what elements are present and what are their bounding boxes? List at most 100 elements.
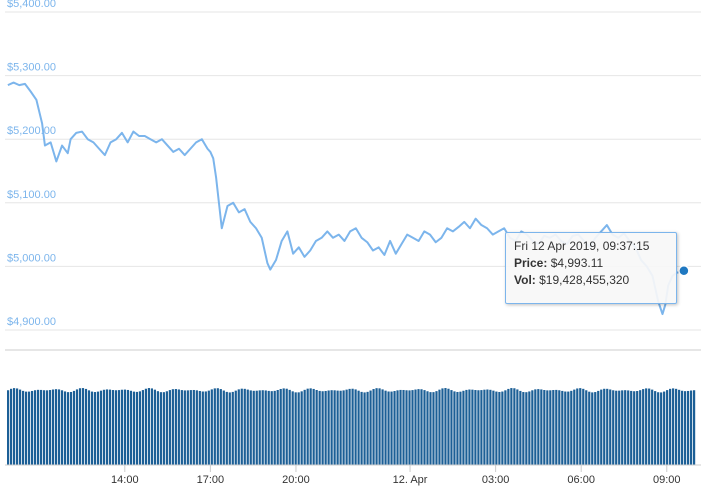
volume-bar <box>474 390 477 465</box>
volume-bar <box>237 389 240 465</box>
volume-bar <box>348 388 351 465</box>
volume-bar <box>492 390 495 465</box>
volume-bar <box>567 391 570 465</box>
volume-bar <box>240 388 243 465</box>
volume-bar <box>537 389 540 465</box>
volume-bar <box>141 390 144 465</box>
volume-bar <box>684 391 687 465</box>
volume-bar <box>531 390 534 465</box>
volume-bar <box>267 390 270 465</box>
volume-bar <box>84 388 88 465</box>
volume-bar <box>7 390 10 465</box>
volume-bar <box>45 390 49 465</box>
volume-bar <box>573 389 576 465</box>
volume-bar <box>87 390 91 465</box>
volume-bar <box>165 391 168 465</box>
volume-bar <box>168 390 171 465</box>
volume-bar <box>186 390 189 465</box>
volume-bar <box>228 392 231 465</box>
volume-bar <box>171 389 174 465</box>
volume-bar <box>471 389 474 465</box>
volume-bar <box>357 390 360 465</box>
volume-bar <box>600 389 603 465</box>
volume-bar <box>480 390 483 465</box>
volume-bar <box>630 390 633 465</box>
volume-bar <box>426 391 429 465</box>
volume-bar <box>177 389 180 465</box>
volume-bar <box>558 390 561 465</box>
volume-bar <box>27 391 31 465</box>
volume-bar <box>675 388 678 465</box>
y-tick-label: $5,300.00 <box>7 62 56 74</box>
volume-bar <box>51 389 55 465</box>
volume-bar <box>441 388 444 465</box>
volume-bar <box>18 389 22 465</box>
volume-bar <box>33 390 37 465</box>
volume-bar <box>582 388 585 465</box>
volume-bar <box>657 392 660 465</box>
volume-bar <box>279 388 282 465</box>
volume-bar <box>561 390 564 465</box>
volume-bar <box>366 391 369 465</box>
volume-bar <box>435 391 438 465</box>
volume-bar <box>660 392 663 465</box>
volume-bar <box>576 388 579 465</box>
volume-bar <box>117 390 121 465</box>
volume-bar <box>243 388 246 465</box>
volume-bar <box>42 390 46 465</box>
volume-bar <box>99 390 103 465</box>
volume-bar <box>642 389 645 465</box>
volume-bar <box>690 390 693 465</box>
volume-bar <box>78 388 82 465</box>
time-axis: 14:00 17:00 20:00 12. Apr 03:00 06:00 09:00 <box>5 464 701 486</box>
volume-bar <box>318 390 321 465</box>
x-tick-label: 03:00 <box>482 474 510 486</box>
volume-bar <box>195 390 198 465</box>
volume-bar <box>621 390 624 465</box>
volume-bar <box>486 389 489 465</box>
volume-bar <box>327 390 330 465</box>
volume-bar <box>681 390 684 465</box>
volume-bar <box>54 389 58 465</box>
volume-bar <box>408 390 411 465</box>
price-axis: $5,400.00 $5,300.00 $5,200.00 $5,100.00 $5,0… <box>7 0 56 328</box>
volume-bar <box>678 389 681 465</box>
volume-bar <box>594 392 597 465</box>
volume-bar <box>525 392 528 465</box>
volume-bar <box>564 391 567 465</box>
volume-bar <box>339 390 342 465</box>
hover-marker[interactable] <box>678 265 690 277</box>
volume-bar <box>12 388 16 465</box>
volume-bar <box>591 392 594 465</box>
volume-bar <box>252 390 255 465</box>
volume-bar <box>60 390 64 465</box>
volume-bar <box>450 390 453 465</box>
volume-bar <box>411 390 414 465</box>
volume-bar <box>414 389 417 465</box>
volume-bar <box>396 390 399 465</box>
volume-bar <box>282 388 285 465</box>
volume-bar <box>402 389 405 465</box>
volume-bar <box>654 391 657 465</box>
volume-bar <box>135 391 139 465</box>
tooltip-date: Fri 12 Apr 2019, 09:37:15 <box>514 239 650 253</box>
volume-bar <box>390 391 393 465</box>
volume-bar <box>354 389 357 465</box>
volume-bar <box>333 390 336 465</box>
volume-bar <box>606 388 609 465</box>
x-tick-label: 09:00 <box>653 474 681 486</box>
volume-bar <box>510 388 513 465</box>
volume-bar <box>72 390 76 465</box>
volume-bar <box>555 389 558 465</box>
volume-bar <box>126 389 130 465</box>
volume-bar <box>369 390 372 465</box>
y-tick-label: $5,400.00 <box>7 0 56 10</box>
volume-bar <box>132 391 136 465</box>
volume-bar <box>504 390 507 465</box>
volume-bar <box>444 388 447 465</box>
volume-bar <box>528 391 531 465</box>
volume-bar <box>303 389 306 465</box>
volume-bar <box>522 392 525 465</box>
volume-bar <box>663 391 666 465</box>
